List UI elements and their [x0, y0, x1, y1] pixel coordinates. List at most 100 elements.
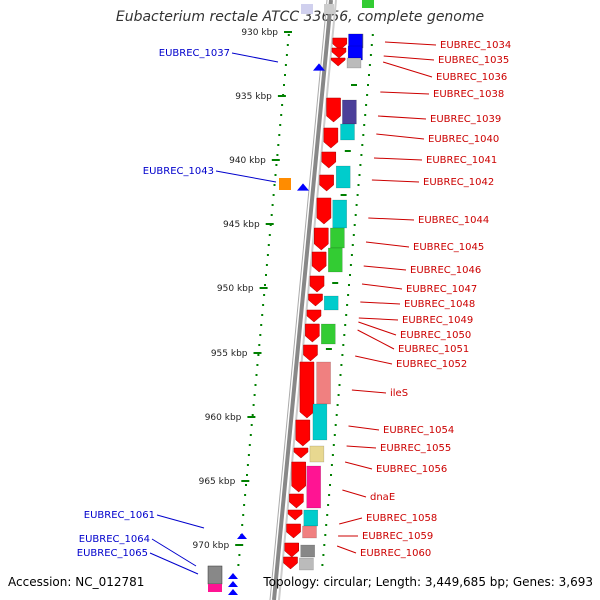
tick-dot — [278, 134, 281, 136]
kbp-label: 935 kbp — [235, 92, 272, 102]
cds-arrow — [321, 151, 337, 169]
tick-dot — [366, 94, 369, 96]
tick-dot — [349, 264, 352, 266]
tick-dot — [355, 204, 358, 206]
leader-line — [384, 41, 437, 46]
tick-dot — [350, 254, 353, 256]
cds-arrow — [284, 542, 299, 558]
gene-label-right: EUBREC_1040 — [428, 134, 499, 145]
tick-dot — [339, 374, 342, 376]
leader-line — [355, 355, 393, 365]
kbp-tick — [241, 480, 250, 482]
leader-line — [149, 552, 199, 575]
leader-line — [377, 115, 427, 120]
tick-dot — [367, 84, 369, 86]
gene-label-left: EUBREC_1065 — [77, 548, 148, 559]
tick-dot — [330, 474, 332, 476]
tick-dot — [370, 44, 373, 46]
gene-label-right: ileS — [390, 388, 408, 399]
tick-dot — [362, 134, 365, 136]
gene-labels: EUBREC_1034 EUBREC_1035 EUBREC_1036 EUBREC_… — [77, 40, 511, 559]
cds-arrow — [331, 47, 347, 59]
tick-dot — [325, 524, 328, 526]
cds-arrow — [309, 275, 325, 293]
tick-dot — [248, 444, 251, 446]
map-title: Eubacterium rectale ATCC 33656, complete… — [115, 9, 485, 25]
cds-arrow — [303, 344, 318, 362]
tick-dot — [326, 514, 329, 516]
cds-arrow — [293, 447, 309, 459]
kbp-tick — [271, 159, 280, 161]
tick-dot — [329, 484, 331, 486]
tick-dot — [281, 104, 284, 106]
gene-features — [207, 0, 374, 595]
feature-triangle — [313, 63, 325, 71]
tick-dot — [354, 214, 357, 216]
gene-label-right: EUBREC_1049 — [402, 315, 473, 326]
tick-dot — [338, 384, 341, 386]
kbp-tick — [259, 287, 268, 289]
tick-dot — [334, 424, 337, 426]
gene-label-right: EUBREC_1036 — [436, 72, 507, 83]
leader-line — [351, 389, 387, 394]
cds-arrow — [287, 509, 303, 521]
kbp-label: 930 kbp — [241, 28, 278, 38]
cds-arrow — [330, 57, 346, 67]
tick-dash — [340, 194, 347, 196]
gene-label-right: EUBREC_1050 — [400, 330, 471, 341]
leader-line — [358, 321, 397, 336]
gene-label-right: dnaE — [370, 492, 395, 503]
kbp-tick — [247, 416, 256, 418]
gene-box — [309, 445, 325, 463]
tick-dot — [336, 404, 339, 406]
gene-box — [346, 57, 362, 69]
cds-arrow — [283, 556, 298, 570]
gene-label-right: EUBREC_1044 — [418, 215, 489, 226]
leader-line — [342, 489, 367, 498]
gene-box — [342, 99, 357, 125]
tick-dot — [363, 124, 366, 126]
tick-dot — [273, 184, 276, 186]
cds-arrow — [286, 523, 301, 539]
cds-arrow — [326, 97, 341, 123]
tick-dot — [241, 524, 244, 526]
gene-label-right: EUBREC_1056 — [376, 464, 447, 475]
gene-label-right: EUBREC_1034 — [440, 40, 511, 51]
tick-dot — [330, 464, 333, 466]
tick-dot — [340, 364, 343, 366]
tick-dot — [253, 394, 256, 396]
kbp-tick — [277, 95, 286, 97]
gene-label-right: EUBREC_1045 — [413, 242, 484, 253]
tick-dot — [348, 284, 350, 286]
gene-label-right: EUBREC_1051 — [398, 344, 469, 355]
kbp-tick — [253, 352, 262, 354]
leader-line — [360, 301, 401, 305]
gene-box — [335, 165, 351, 189]
tick-dot — [321, 564, 324, 566]
tick-dot — [323, 544, 326, 546]
leader-line — [346, 445, 377, 449]
tick-dot — [247, 454, 250, 456]
tick-dot — [343, 334, 346, 336]
leader-line — [339, 517, 363, 525]
tick-dot — [341, 354, 344, 356]
cds-arrow — [311, 251, 327, 273]
cds-arrow — [295, 419, 311, 447]
tick-dot — [352, 234, 355, 236]
tick-dot — [262, 304, 265, 306]
tick-dot — [261, 314, 264, 316]
tick-dot — [368, 64, 371, 66]
tick-dot — [277, 144, 280, 146]
gene-label-right: EUBREC_1047 — [406, 284, 477, 295]
tick-dot — [258, 344, 261, 346]
tick-dot — [357, 184, 360, 186]
gene-box — [306, 465, 321, 509]
tick-dot — [359, 164, 362, 166]
tick-dot — [353, 224, 356, 226]
gene-label-right: EUBREC_1041 — [426, 155, 497, 166]
tick-dot — [276, 154, 279, 156]
tick-dot — [259, 334, 262, 336]
gene-box — [321, 323, 336, 345]
feature-triangle — [228, 573, 238, 579]
